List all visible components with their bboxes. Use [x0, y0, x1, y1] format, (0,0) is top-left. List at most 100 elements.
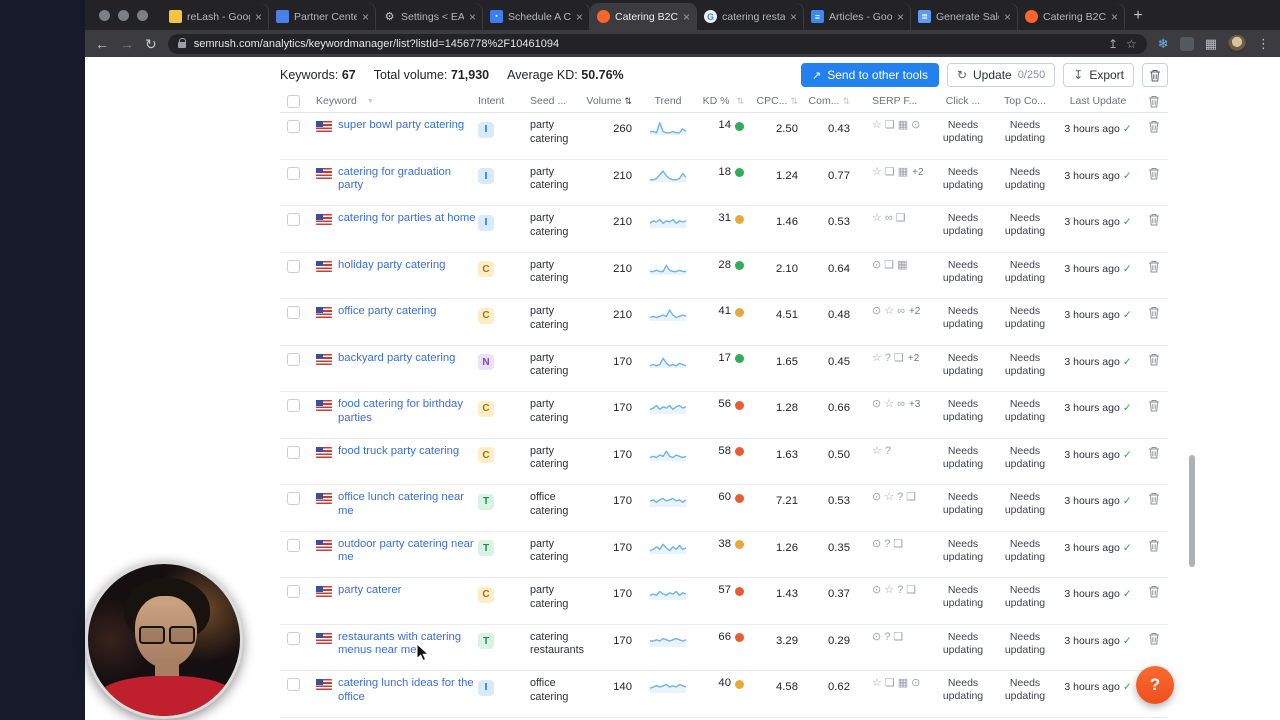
- refresh-icon[interactable]: ↻: [145, 35, 157, 52]
- forward-icon[interactable]: →: [120, 35, 134, 52]
- delete-list-button[interactable]: [1142, 63, 1168, 87]
- window-minimize-dot[interactable]: [118, 9, 129, 21]
- column-intent[interactable]: Intent: [478, 95, 505, 107]
- window-close-dot[interactable]: [99, 9, 110, 21]
- more-serp-features[interactable]: +3: [908, 399, 921, 410]
- column-keyword[interactable]: Keyword ▼: [316, 95, 374, 107]
- window-controls[interactable]: [93, 0, 162, 30]
- delete-row-button[interactable]: [1148, 353, 1160, 366]
- more-serp-features[interactable]: +2: [912, 166, 924, 178]
- tab-close-icon[interactable]: ×: [1110, 9, 1118, 24]
- row-checkbox[interactable]: [287, 585, 300, 598]
- row-checkbox[interactable]: [287, 631, 300, 645]
- keyword-link[interactable]: super bowl party catering: [338, 119, 465, 131]
- browser-tab[interactable]: Generate Sales ×: [911, 3, 1018, 30]
- browser-tab[interactable]: Partner Center ×: [269, 3, 376, 30]
- keyword-link[interactable]: backyard party catering: [338, 351, 456, 364]
- keyword-link[interactable]: catering for graduation party: [338, 165, 452, 192]
- bookmark-star-icon[interactable]: ☆: [1126, 36, 1137, 51]
- profile-avatar[interactable]: [1228, 34, 1246, 53]
- keyword-link[interactable]: restaurants with catering menus near me: [338, 630, 462, 657]
- send-to-other-tools-button[interactable]: ↗ Send to other tools: [801, 63, 939, 87]
- more-serp-features[interactable]: +2: [907, 352, 920, 364]
- delete-row-button[interactable]: [1148, 306, 1160, 319]
- send-icon: ↗: [812, 69, 822, 82]
- keyword-link[interactable]: holiday party catering: [338, 258, 446, 271]
- update-button[interactable]: ↻ Update 0/250: [946, 63, 1056, 87]
- column-competition[interactable]: Com... ⇅: [808, 95, 850, 107]
- tab-favicon: [1025, 10, 1038, 23]
- column-volume[interactable]: Volume ⇅: [586, 95, 632, 107]
- column-seed[interactable]: Seed ...: [530, 95, 567, 107]
- browser-tab[interactable]: Catering B2C: K ×: [590, 3, 697, 30]
- keyword-link[interactable]: food catering for birthday parties: [338, 398, 463, 424]
- delete-row-button[interactable]: [1148, 585, 1160, 598]
- browser-tab[interactable]: Articles - Googl ×: [804, 3, 911, 30]
- help-button[interactable]: ?: [1136, 666, 1174, 704]
- row-checkbox[interactable]: [287, 678, 300, 691]
- keyword-link[interactable]: food truck party catering: [338, 444, 460, 457]
- browser-tab[interactable]: Catering B2C: K ×: [1018, 3, 1125, 30]
- browser-tab[interactable]: Settings < EATQ ×: [376, 3, 483, 30]
- tab-close-icon[interactable]: ×: [1003, 9, 1011, 24]
- row-checkbox[interactable]: [287, 166, 300, 180]
- column-top-competitors[interactable]: Top Co...: [1003, 95, 1047, 107]
- more-serp-features[interactable]: +2: [908, 306, 921, 317]
- delete-row-button[interactable]: [1148, 399, 1160, 412]
- row-checkbox[interactable]: [287, 120, 300, 133]
- tab-close-icon[interactable]: ×: [361, 9, 369, 24]
- delete-row-button[interactable]: [1148, 120, 1160, 133]
- snowflake-extension-icon[interactable]: ❄: [1157, 36, 1169, 51]
- browser-tab[interactable]: reLash - Googl ×: [162, 3, 269, 30]
- address-bar[interactable]: semrush.com/analytics/keywordmanager/lis…: [167, 33, 1147, 54]
- row-checkbox[interactable]: [287, 445, 300, 459]
- row-checkbox[interactable]: [287, 399, 300, 412]
- column-clicks[interactable]: Click ...: [945, 95, 981, 107]
- delete-row-button[interactable]: [1148, 260, 1160, 273]
- delete-row-button[interactable]: [1148, 492, 1160, 505]
- tab-close-icon[interactable]: ×: [682, 9, 690, 24]
- keyword-link[interactable]: office lunch catering near me: [338, 491, 465, 517]
- keyword-link[interactable]: party caterer: [338, 584, 402, 596]
- delete-row-button[interactable]: [1148, 446, 1160, 459]
- row-checkbox[interactable]: [287, 259, 300, 273]
- delete-row-button[interactable]: [1148, 167, 1160, 180]
- keyword-link[interactable]: office party catering: [338, 305, 437, 317]
- row-checkbox[interactable]: [287, 352, 300, 366]
- delete-row-button[interactable]: [1148, 213, 1160, 226]
- window-zoom-dot[interactable]: [137, 9, 148, 21]
- row-checkbox[interactable]: [287, 492, 300, 505]
- column-last-update[interactable]: Last Update: [1069, 95, 1127, 107]
- intent-badge: T: [478, 493, 494, 510]
- tab-close-icon[interactable]: ×: [896, 9, 904, 24]
- browser-tab[interactable]: catering restaur ×: [697, 3, 804, 30]
- browser-tab[interactable]: Schedule A Cal ×: [483, 3, 590, 30]
- keyword-link[interactable]: catering for parties at home: [338, 212, 476, 224]
- reading-list-icon[interactable]: ▦: [1204, 36, 1217, 51]
- check-icon: ✓: [1122, 169, 1132, 182]
- tab-close-icon[interactable]: ×: [575, 9, 583, 24]
- tab-close-icon[interactable]: ×: [254, 9, 262, 24]
- delete-row-button[interactable]: [1148, 632, 1160, 645]
- back-icon[interactable]: ←: [95, 35, 109, 52]
- trash-icon[interactable]: [1148, 95, 1160, 108]
- browser-menu-icon[interactable]: ⋮: [1257, 35, 1270, 51]
- tab-close-icon[interactable]: ×: [468, 9, 476, 24]
- column-cpc[interactable]: CPC... ⇅: [756, 95, 798, 107]
- row-checkbox[interactable]: [287, 306, 300, 319]
- delete-row-button[interactable]: [1148, 539, 1160, 552]
- keyword-link[interactable]: outdoor party catering near me: [338, 537, 474, 564]
- share-icon[interactable]: ↥: [1107, 36, 1119, 51]
- export-button[interactable]: ↧ Export: [1063, 63, 1134, 87]
- row-checkbox[interactable]: [287, 213, 300, 226]
- column-serp-features[interactable]: SERP F...: [872, 95, 918, 107]
- tab-close-icon[interactable]: ×: [789, 9, 797, 24]
- column-kd[interactable]: KD % ⇅: [702, 95, 744, 107]
- new-tab-button[interactable]: +: [1133, 7, 1143, 24]
- scrollbar-thumb[interactable]: [1189, 455, 1195, 567]
- extension-icon[interactable]: [1179, 36, 1194, 51]
- row-checkbox[interactable]: [287, 538, 300, 552]
- trend-sparkline: [640, 578, 696, 601]
- select-all-checkbox[interactable]: [287, 95, 300, 108]
- keyword-link[interactable]: catering lunch ideas for the office: [338, 677, 474, 703]
